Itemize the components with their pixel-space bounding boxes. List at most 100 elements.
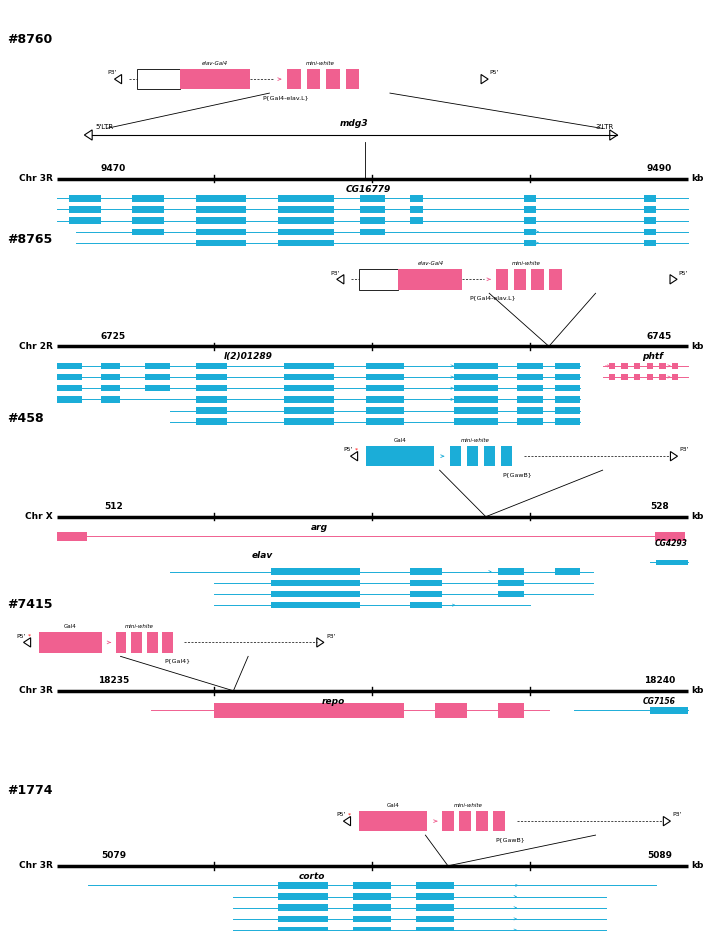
Bar xyxy=(196,385,227,391)
Bar xyxy=(101,385,120,391)
Bar xyxy=(278,916,328,922)
Bar xyxy=(57,362,82,369)
Bar xyxy=(147,632,157,653)
Text: 9490: 9490 xyxy=(647,164,672,173)
Text: elav-Gal4: elav-Gal4 xyxy=(418,262,443,266)
Bar xyxy=(272,602,359,609)
Text: #7415: #7415 xyxy=(7,598,52,611)
Bar xyxy=(133,217,164,223)
Bar xyxy=(647,373,653,380)
Bar xyxy=(454,385,498,391)
Bar xyxy=(501,446,513,466)
Bar xyxy=(454,419,498,425)
Text: P{GawB}: P{GawB} xyxy=(503,472,532,477)
Bar xyxy=(69,206,101,212)
Text: #8760: #8760 xyxy=(7,33,52,46)
Bar xyxy=(410,591,442,598)
Text: P3': P3' xyxy=(330,271,340,276)
Bar xyxy=(196,217,246,223)
Text: P5': P5' xyxy=(17,634,26,639)
Bar xyxy=(644,206,656,212)
Bar xyxy=(524,206,536,212)
Text: P{Gal4-elav.L}: P{Gal4-elav.L} xyxy=(469,295,516,300)
Bar xyxy=(398,269,462,290)
Text: P5': P5' xyxy=(679,271,688,276)
Text: P{GawB}: P{GawB} xyxy=(496,837,525,842)
Text: *: * xyxy=(28,634,31,639)
Bar xyxy=(366,446,434,466)
Text: phtf: phtf xyxy=(642,352,663,361)
Bar xyxy=(196,228,246,236)
Text: kb: kb xyxy=(691,174,703,183)
Bar xyxy=(454,373,498,380)
Bar xyxy=(454,397,498,402)
Bar xyxy=(416,883,454,888)
Bar xyxy=(518,419,542,425)
Bar xyxy=(622,373,627,380)
Bar xyxy=(196,239,246,247)
Bar xyxy=(410,579,442,587)
Text: *: * xyxy=(354,448,358,452)
Text: 6725: 6725 xyxy=(101,331,126,341)
Text: 18240: 18240 xyxy=(644,676,675,685)
Bar xyxy=(476,811,489,831)
Bar xyxy=(284,397,335,402)
Bar xyxy=(467,446,479,466)
Bar xyxy=(555,373,581,380)
Bar xyxy=(137,69,180,89)
Bar xyxy=(644,228,656,236)
Text: P5': P5' xyxy=(344,448,353,452)
Bar xyxy=(278,228,335,236)
Text: #458: #458 xyxy=(7,412,44,425)
Bar xyxy=(549,269,562,290)
Text: Chr 3R: Chr 3R xyxy=(19,861,53,870)
Bar xyxy=(366,408,403,414)
Bar xyxy=(145,385,170,391)
Bar xyxy=(278,927,328,931)
Text: kb: kb xyxy=(691,512,703,521)
Bar xyxy=(278,894,328,899)
Bar xyxy=(555,408,581,414)
Bar xyxy=(496,269,508,290)
Bar xyxy=(416,905,454,911)
Bar xyxy=(39,632,101,653)
Text: l(2)01289: l(2)01289 xyxy=(224,352,272,361)
Text: 528: 528 xyxy=(650,502,669,511)
Bar xyxy=(116,632,126,653)
Bar xyxy=(366,373,403,380)
Bar xyxy=(278,217,335,223)
Text: mdg3: mdg3 xyxy=(340,119,369,128)
Bar xyxy=(524,228,536,236)
Bar xyxy=(659,362,666,369)
Bar xyxy=(518,385,542,391)
Bar xyxy=(524,195,536,201)
Bar xyxy=(145,362,170,369)
Bar xyxy=(214,703,403,718)
Bar xyxy=(57,397,82,402)
Bar xyxy=(196,362,227,369)
Bar xyxy=(366,385,403,391)
Bar xyxy=(498,579,524,587)
Bar xyxy=(359,206,385,212)
Text: mini-white: mini-white xyxy=(454,803,482,808)
Bar xyxy=(410,568,442,575)
Bar xyxy=(145,373,170,380)
Bar xyxy=(518,362,542,369)
Text: elav-Gal4: elav-Gal4 xyxy=(202,61,228,66)
Bar xyxy=(442,811,454,831)
Bar xyxy=(307,69,320,89)
Bar xyxy=(326,69,340,89)
Bar xyxy=(278,239,335,247)
Text: kb: kb xyxy=(691,861,703,870)
Bar xyxy=(416,916,454,922)
Bar xyxy=(196,195,246,201)
Text: corto: corto xyxy=(298,871,325,881)
Text: P5': P5' xyxy=(337,813,346,817)
Bar xyxy=(454,408,498,414)
Text: 5'LTR: 5'LTR xyxy=(96,125,114,130)
Text: 512: 512 xyxy=(104,502,123,511)
Bar xyxy=(57,385,82,391)
Text: Gal4: Gal4 xyxy=(64,625,77,629)
Bar xyxy=(353,927,391,931)
Bar xyxy=(359,811,427,831)
